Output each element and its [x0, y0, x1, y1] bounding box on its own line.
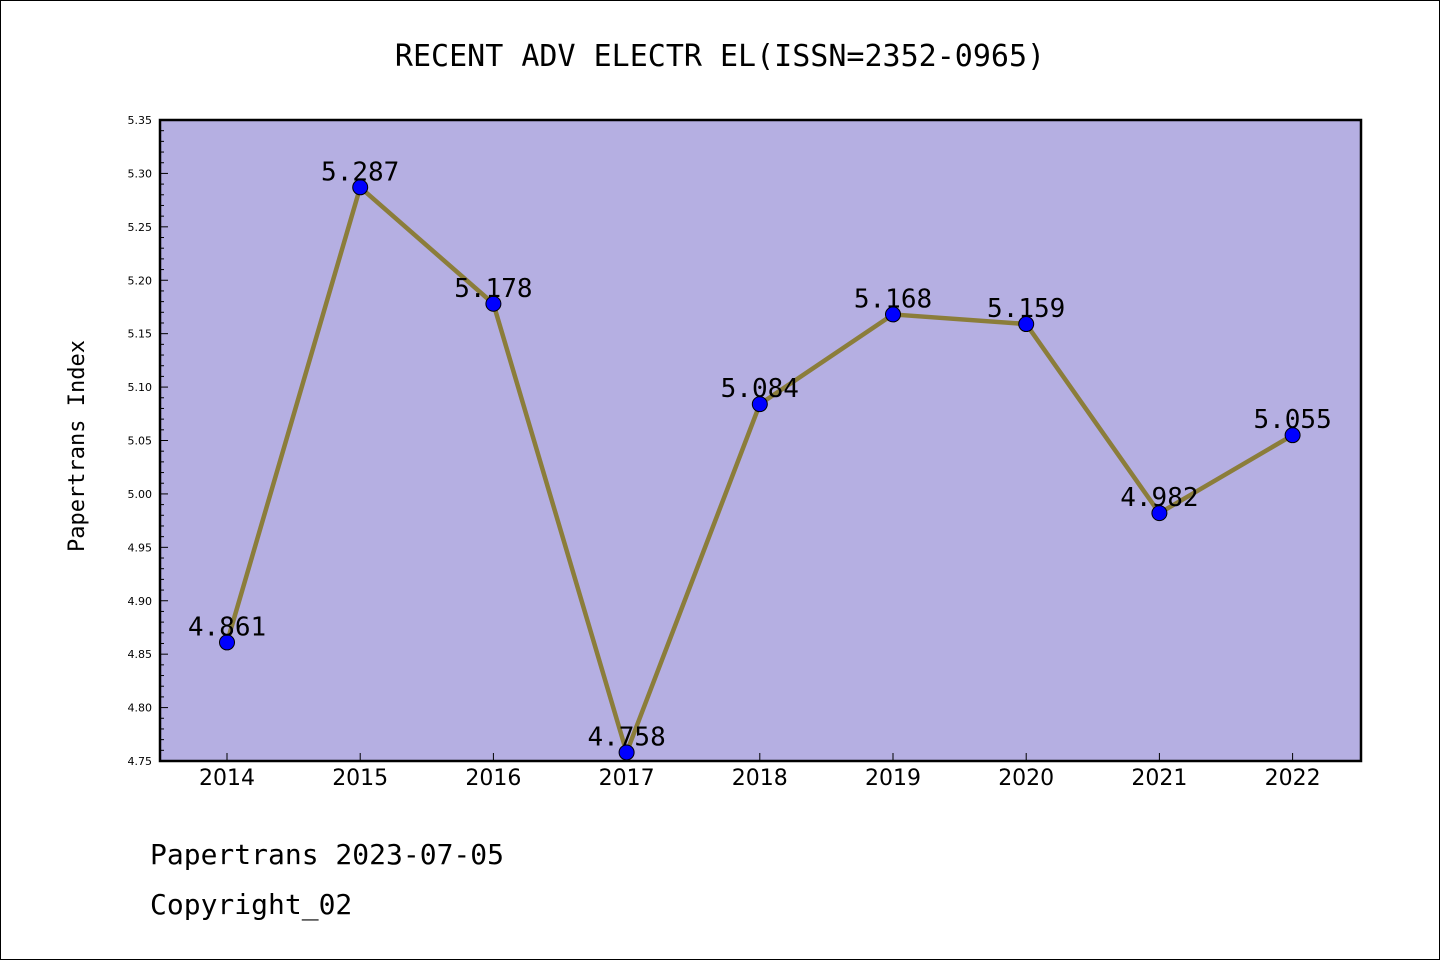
footer-date: Papertrans 2023-07-05 — [150, 838, 504, 871]
x-tick-label: 2016 — [465, 766, 521, 791]
data-point — [485, 295, 502, 312]
data-label: 5.084 — [721, 374, 799, 404]
data-label: 4.861 — [188, 612, 266, 642]
y-tick-label: 5.00 — [128, 488, 153, 501]
y-tick-label: 5.05 — [128, 435, 153, 448]
y-axis-label: Papertrans Index — [65, 340, 90, 552]
data-labels: 4.861 5.287 5.178 4.758 5.084 5.168 5.159 4.982… — [188, 157, 1332, 752]
y-tick-label: 4.85 — [128, 648, 153, 661]
y-tick-label: 5.25 — [128, 221, 153, 234]
y-tick-label: 4.75 — [128, 755, 153, 768]
plot-area — [160, 120, 1361, 761]
y-tick-label: 4.95 — [128, 541, 153, 554]
x-tick-label: 2014 — [199, 766, 255, 791]
data-label: 5.287 — [321, 157, 399, 187]
data-label: 5.168 — [854, 284, 932, 314]
x-tick-label: 2018 — [732, 766, 788, 791]
y-tick-label: 5.10 — [128, 381, 153, 394]
data-label: 4.982 — [1120, 483, 1198, 513]
x-tick-label: 2015 — [332, 766, 388, 791]
data-label: 4.758 — [587, 722, 665, 752]
x-tick-label: 2022 — [1265, 766, 1321, 791]
footer-copyright: Copyright_02 — [150, 888, 352, 922]
x-tick-label: 2021 — [1131, 766, 1187, 791]
y-axis: 4.75 4.80 4.85 4.90 4.95 5.00 5.05 5.10 5.15 5.20… — [128, 114, 168, 768]
data-point — [219, 634, 235, 651]
data-point — [885, 306, 901, 323]
y-tick-label: 5.35 — [128, 114, 153, 127]
data-point — [1151, 505, 1168, 522]
data-label: 5.055 — [1253, 405, 1331, 435]
data-point — [1018, 316, 1035, 333]
data-point — [352, 179, 369, 196]
x-tick-label: 2017 — [599, 766, 655, 791]
y-tick-label: 5.20 — [128, 274, 153, 287]
y-tick-label: 4.90 — [128, 595, 153, 608]
y-tick-label: 5.30 — [128, 167, 153, 180]
x-axis: 2014 2015 2016 2017 2018 2019 2020 2021 2022 — [199, 753, 1321, 791]
x-tick-label: 2020 — [998, 766, 1054, 791]
data-point — [1284, 427, 1301, 444]
data-label: 5.178 — [454, 274, 532, 304]
x-tick-label: 2019 — [865, 766, 921, 791]
series-index — [219, 179, 1301, 761]
y-tick-label: 5.15 — [128, 328, 153, 341]
data-point — [751, 396, 768, 413]
y-tick-label: 4.80 — [128, 702, 153, 715]
chart-title: RECENT ADV ELECTR EL(ISSN=2352-0965) — [395, 39, 1045, 74]
plot-border — [158, 118, 1363, 763]
data-label: 5.159 — [987, 294, 1065, 324]
